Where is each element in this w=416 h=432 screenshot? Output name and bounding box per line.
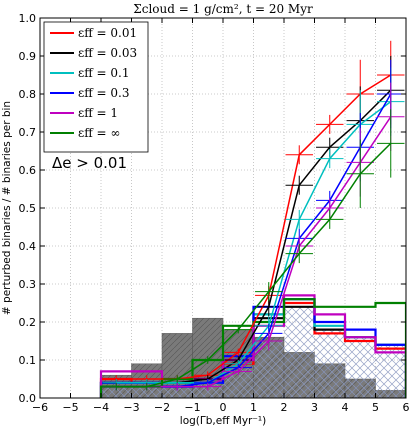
legend-label: εff = 0.01: [78, 26, 137, 40]
y-axis: 0.0 0.1 0.2 0.3 0.4 0.5 0.6 0.7 0.8 0.9 1.0: [19, 12, 406, 405]
hist-bar-hatched: [314, 329, 345, 398]
hist-bar-hatched: [375, 344, 406, 398]
series-line: [116, 74, 392, 380]
x-tick-label: 5: [372, 401, 379, 414]
hist-bar-hatched: [101, 386, 132, 398]
x-tick-label: −3: [123, 401, 139, 414]
legend-label: εff = ∞: [78, 126, 120, 140]
x-tick-label: 3: [311, 401, 318, 414]
legend-label: εff = 0.1: [78, 66, 130, 80]
legend-label: εff = 0.03: [78, 46, 137, 60]
x-tick-label: −5: [62, 401, 78, 414]
legend-frame: [43, 21, 149, 153]
y-axis-label: # perturbed binaries / # binaries per bi…: [1, 101, 13, 315]
x-tick-label: 6: [403, 401, 410, 414]
chart-title: Σcloud = 1 g/cm², t = 20 Myr: [133, 2, 313, 16]
x-axis: −6 −5 −4 −3 −2 −1 0 1 2 3 4 5 6: [32, 18, 410, 414]
x-tick-label: −2: [154, 401, 170, 414]
x-tick-label: 2: [281, 401, 288, 414]
series-line: [116, 116, 392, 388]
x-tick-label: −1: [184, 401, 200, 414]
y-tick-label: 0.5: [19, 202, 37, 215]
y-tick-label: 0.3: [19, 278, 37, 291]
hist-bar-hatched: [162, 386, 193, 398]
y-tick-label: 0.7: [19, 126, 37, 139]
annotation-text: Δe > 0.01: [52, 154, 127, 172]
y-tick-label: 0.2: [19, 316, 37, 329]
series-lines: [102, 40, 405, 391]
hist-bar-hatched: [284, 306, 315, 398]
legend-label: εff = 0.3: [78, 86, 130, 100]
x-axis-label: log(Γb,eff Myr⁻¹): [180, 415, 266, 427]
y-tick-label: 0.9: [19, 50, 37, 63]
hist-bar-hatched: [345, 337, 376, 398]
hist-bar-hatched: [131, 386, 162, 398]
x-tick-label: 1: [250, 401, 257, 414]
y-tick-label: 0.0: [19, 392, 37, 405]
legend-label: εff = 1: [78, 106, 118, 120]
y-tick-label: 0.6: [19, 164, 37, 177]
y-tick-label: 0.8: [19, 88, 37, 101]
x-tick-label: −6: [32, 401, 48, 414]
x-tick-label: 4: [342, 401, 349, 414]
y-tick-label: 0.4: [19, 240, 37, 253]
legend: εff = 0.01 εff = 0.03 εff = 0.1 εff = 0.3 εf…: [43, 21, 149, 153]
y-tick-label: 0.1: [19, 354, 37, 367]
y-tick-label: 1.0: [19, 12, 37, 25]
series-line: [116, 142, 392, 388]
x-tick-label: −4: [93, 401, 109, 414]
x-tick-label: 0: [220, 401, 227, 414]
